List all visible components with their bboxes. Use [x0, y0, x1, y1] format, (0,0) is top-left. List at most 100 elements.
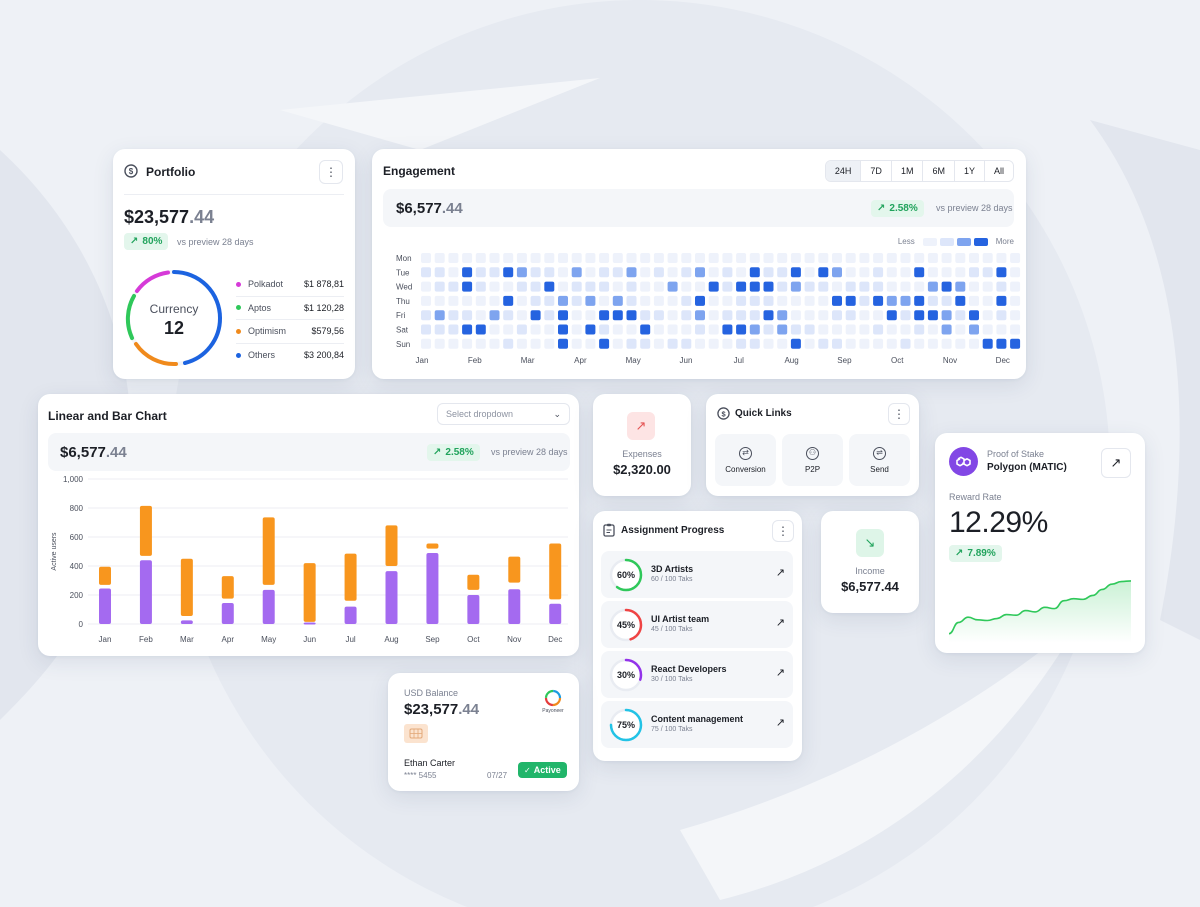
arrow-up-right-icon: ↗	[877, 203, 886, 214]
x-tick-label: Jan	[99, 635, 112, 644]
heatmap-cell	[914, 295, 925, 306]
heatmap-cell	[900, 324, 911, 335]
heatmap-cell	[503, 338, 514, 349]
range-tab-1y[interactable]: 1Y	[953, 161, 984, 181]
arrow-up-right-icon: ↗	[955, 548, 964, 559]
assignment-title: Assignment Progress	[621, 525, 725, 536]
card-chip-icon	[404, 724, 428, 743]
quick-links-menu-button[interactable]: ⋮	[888, 403, 910, 425]
progress-ring: 45%	[609, 608, 643, 641]
dropdown-placeholder: Select dropdown	[446, 409, 514, 419]
heatmap-cell	[736, 295, 747, 306]
heatmap-cell	[681, 295, 692, 306]
chart-dropdown[interactable]: Select dropdown ⌄	[437, 403, 570, 425]
heatmap-cell	[695, 310, 705, 321]
quick-link-p2p[interactable]: ⚇ P2P	[782, 434, 843, 486]
heatmap-cell	[1010, 267, 1021, 278]
heatmap-cell	[612, 281, 623, 292]
arrow-up-right-icon: ↗	[775, 567, 785, 579]
heatmap-cell	[695, 295, 705, 306]
range-tab-24h[interactable]: 24H	[825, 161, 861, 181]
donut-label: Currency	[149, 302, 199, 316]
heatmap-cell	[736, 310, 747, 321]
heatmap-cell	[859, 310, 870, 321]
p2p-icon: ⚇	[806, 446, 819, 460]
heatmap-cell	[996, 253, 1007, 263]
reward-label: Reward Rate	[949, 492, 1002, 502]
bar	[344, 606, 357, 624]
assignment-row[interactable]: 75% Content management 75 / 100 Taks ↗	[601, 701, 793, 748]
range-tab-all[interactable]: All	[983, 161, 1013, 181]
assignment-row[interactable]: 45% UI Artist team 45 / 100 Taks ↗	[601, 601, 793, 648]
stake-name: Polygon (MATIC)	[987, 462, 1067, 473]
heatmap-cell	[544, 338, 555, 349]
heatmap-cell	[749, 281, 760, 292]
heatmap-cell	[873, 253, 884, 263]
heatmap-cell	[489, 310, 500, 321]
assignment-menu-button[interactable]: ⋮	[772, 520, 794, 542]
expenses-card: ↗ Expenses $2,320.00	[593, 394, 691, 496]
heatmap-cell	[448, 310, 459, 321]
range-tab-7d[interactable]: 7D	[860, 161, 891, 181]
heatmap-cell	[530, 295, 541, 306]
heatmap-cell	[845, 324, 856, 335]
heatmap-cell	[448, 324, 459, 335]
heatmap-cell	[571, 281, 582, 292]
heatmap-cell	[640, 281, 651, 292]
progress-percent: 45%	[617, 620, 635, 630]
heatmap-cell	[667, 295, 678, 306]
arrow-down-right-icon: ↘	[864, 535, 876, 550]
heatmap-cell	[681, 281, 692, 292]
heatmap-cell	[475, 295, 486, 306]
x-tick-label: Feb	[139, 635, 153, 644]
heatmap-cell	[667, 281, 678, 292]
heatmap-cell	[421, 253, 431, 263]
heatmap-cell	[777, 253, 788, 263]
heatmap-month-label: Aug	[784, 356, 798, 365]
engagement-amount-int: $6,577	[396, 200, 442, 217]
stake-open-button[interactable]: ↗	[1101, 448, 1131, 478]
heatmap-cell	[653, 253, 664, 263]
asset-value: $3 200,84	[303, 350, 344, 361]
heatmap-cell	[873, 295, 884, 306]
heatmap-cell	[516, 295, 527, 306]
heatmap-cell	[969, 310, 979, 321]
linear-bar-amount: $6,577.44	[60, 444, 127, 461]
heatmap-cell	[599, 267, 610, 278]
portfolio-menu-button[interactable]: ⋮	[319, 160, 343, 184]
asset-row: Aptos $1 120,28	[236, 297, 344, 320]
quick-link-send[interactable]: ⇌ Send	[849, 434, 910, 486]
quick-link-conversion[interactable]: ⇄ Conversion	[715, 434, 776, 486]
range-tab-6m[interactable]: 6M	[922, 161, 954, 181]
assignment-row[interactable]: 60% 3D Artists 60 / 100 Taks ↗	[601, 551, 793, 598]
heatmap-cell	[982, 281, 993, 292]
heatmap-month-label: Sep	[837, 356, 852, 365]
heatmap-day-label: Tue	[396, 268, 410, 277]
heatmap-cell	[859, 295, 870, 306]
heatmap-cell	[900, 253, 911, 263]
quick-link-label: Conversion	[725, 464, 766, 474]
heatmap-cell	[599, 253, 610, 263]
heatmap-cell	[832, 295, 842, 306]
heatmap-cell	[612, 267, 623, 278]
range-tab-1m[interactable]: 1M	[890, 161, 923, 181]
legend-swatch	[973, 237, 988, 246]
heatmap-cell	[722, 253, 733, 263]
heatmap-cell	[475, 267, 486, 278]
svg-text:$: $	[129, 167, 134, 176]
heatmap-month-label: May	[626, 356, 641, 365]
heatmap-cell	[982, 338, 993, 349]
assignment-row[interactable]: 30% React Developers 30 / 100 Taks ↗	[601, 651, 793, 698]
currency-donut	[125, 270, 223, 367]
assignment-list: 60% 3D Artists 60 / 100 Taks ↗ 45% UI Artist …	[601, 551, 793, 751]
heatmap-cell	[914, 338, 925, 349]
bar	[467, 574, 480, 590]
engagement-amount-box: $6,577.44 ↗ 2.58% vs preview 28 days	[383, 189, 1014, 227]
heatmap-cell	[818, 295, 829, 306]
trend-area	[949, 580, 1131, 643]
arrow-up-right-icon: ↗	[775, 717, 785, 729]
asset-name: Polkadot	[248, 279, 284, 290]
heatmap-cell	[832, 253, 842, 263]
heatmap-cell	[927, 267, 938, 278]
heatmap-cell	[722, 295, 733, 306]
